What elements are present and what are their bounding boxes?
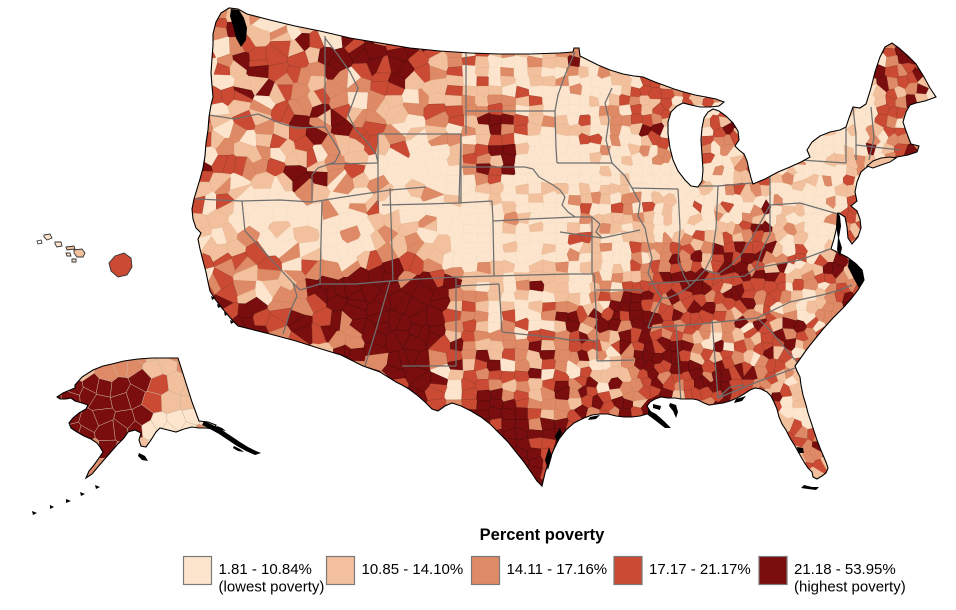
svg-text:14.11 - 17.16%: 14.11 - 17.16% (507, 561, 608, 578)
svg-text:10.85 - 14.10%: 10.85 - 14.10% (362, 561, 464, 578)
svg-text:17.17 - 21.17%: 17.17 - 21.17% (649, 561, 751, 578)
svg-text:(highest poverty): (highest poverty) (794, 579, 906, 596)
svg-text:1.81 - 10.84%: 1.81 - 10.84% (219, 561, 312, 578)
svg-text:Percent poverty: Percent poverty (480, 526, 606, 544)
svg-text:21.18 - 53.95%: 21.18 - 53.95% (794, 561, 896, 578)
svg-text:(lowest poverty): (lowest poverty) (219, 579, 325, 596)
